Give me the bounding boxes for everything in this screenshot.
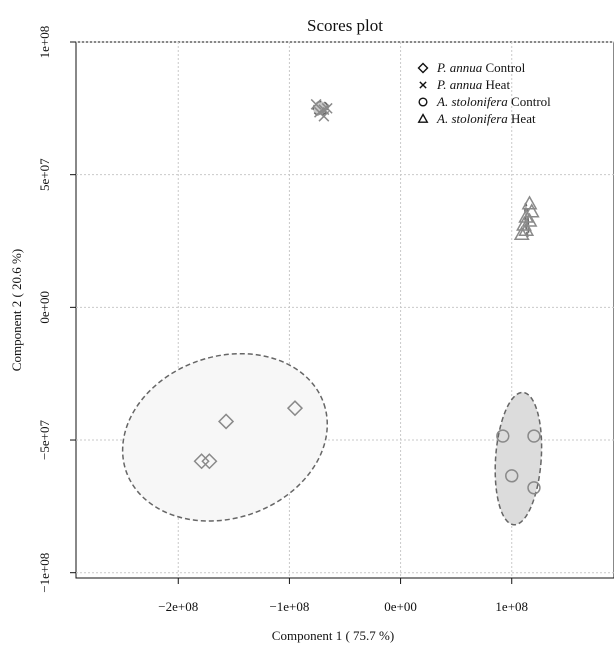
diamond-marker — [286, 400, 304, 417]
triangle-marker — [513, 225, 530, 241]
triangle-marker — [417, 113, 429, 123]
circle-marker — [527, 481, 541, 495]
circle-group-ellipse — [494, 391, 543, 526]
circle-marker — [527, 429, 541, 443]
circle-marker — [418, 97, 428, 107]
y-tick-label: 1e+08 — [37, 26, 52, 59]
confidence-ellipses — [121, 100, 543, 526]
diamond-group-ellipse — [121, 352, 329, 522]
data-points — [193, 98, 541, 495]
triangle-marker — [521, 212, 538, 227]
axes: −2e+08 −1e+08 0e+00 1e+08 −1e+08 −5e+07 0e+00 5… — [37, 26, 528, 614]
legend-item-label: A. stolonifera Heat — [436, 111, 536, 126]
circle-marker — [505, 469, 519, 483]
cross-marker — [419, 81, 427, 89]
legend-item-label: P. annua Heat — [436, 77, 510, 92]
chart-title: Scores plot — [307, 16, 383, 35]
cross-marker — [321, 102, 333, 114]
diamond-marker — [201, 453, 218, 470]
legend-item-label: A. stolonifera Control — [436, 94, 551, 109]
y-tick-label: 5e+07 — [37, 158, 52, 191]
cross-marker — [318, 110, 330, 122]
triangle-marker — [521, 195, 538, 210]
y-axis-title: Component 2 ( 20.6 %) — [9, 249, 24, 371]
x-tick-label: 0e+00 — [384, 599, 417, 614]
x-tick-label: −2e+08 — [158, 599, 198, 614]
diamond-marker — [218, 413, 235, 430]
x-tick-label: −1e+08 — [269, 599, 309, 614]
x-axis-title: Component 1 ( 75.7 %) — [272, 628, 394, 643]
legend-item-label: P. annua Control — [436, 60, 526, 75]
diamond-marker — [193, 453, 210, 470]
y-tick-label: 0e+00 — [37, 291, 52, 324]
legend: P. annua Control P. annua Heat A. stolonif… — [417, 60, 551, 126]
y-tick-label: −5e+07 — [37, 420, 52, 460]
cross-marker — [310, 98, 322, 110]
circle-marker — [496, 429, 510, 443]
x-tick-label: 1e+08 — [495, 599, 528, 614]
y-tick-label: −1e+08 — [37, 553, 52, 593]
diamond-marker — [417, 62, 429, 74]
